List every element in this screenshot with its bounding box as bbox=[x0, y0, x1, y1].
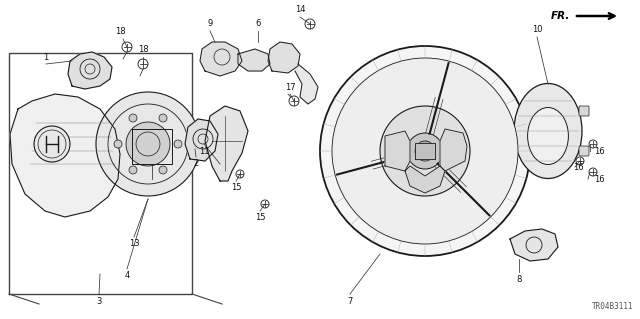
Polygon shape bbox=[10, 94, 120, 217]
Circle shape bbox=[576, 157, 584, 165]
Polygon shape bbox=[405, 166, 445, 193]
Text: 15: 15 bbox=[255, 213, 265, 222]
Circle shape bbox=[589, 140, 597, 148]
Polygon shape bbox=[238, 49, 270, 71]
Circle shape bbox=[320, 46, 530, 256]
Circle shape bbox=[589, 168, 597, 176]
Text: 14: 14 bbox=[295, 4, 305, 13]
Circle shape bbox=[159, 166, 167, 174]
Polygon shape bbox=[205, 106, 248, 181]
Text: FR.: FR. bbox=[550, 11, 570, 21]
Polygon shape bbox=[440, 129, 467, 171]
Text: 16: 16 bbox=[594, 174, 604, 183]
Ellipse shape bbox=[514, 84, 582, 179]
Text: 1: 1 bbox=[44, 53, 49, 62]
FancyBboxPatch shape bbox=[579, 146, 589, 156]
Circle shape bbox=[159, 114, 167, 122]
Text: 9: 9 bbox=[207, 19, 212, 27]
Text: 8: 8 bbox=[516, 275, 522, 284]
Circle shape bbox=[407, 133, 443, 169]
Text: 13: 13 bbox=[129, 240, 140, 249]
Polygon shape bbox=[268, 42, 300, 73]
Circle shape bbox=[122, 42, 132, 52]
Polygon shape bbox=[385, 131, 410, 171]
Text: 17: 17 bbox=[285, 83, 295, 92]
Circle shape bbox=[380, 106, 470, 196]
Text: 7: 7 bbox=[348, 298, 353, 307]
Polygon shape bbox=[510, 229, 558, 261]
Circle shape bbox=[129, 166, 137, 174]
Text: 18: 18 bbox=[138, 44, 148, 54]
FancyBboxPatch shape bbox=[579, 106, 589, 116]
Circle shape bbox=[332, 58, 518, 244]
Circle shape bbox=[96, 92, 200, 196]
Circle shape bbox=[289, 96, 299, 106]
Circle shape bbox=[305, 19, 315, 29]
Text: 11: 11 bbox=[199, 146, 209, 155]
Ellipse shape bbox=[527, 108, 568, 165]
Text: 4: 4 bbox=[124, 271, 130, 280]
Text: TR04B3111: TR04B3111 bbox=[591, 302, 633, 311]
Text: 15: 15 bbox=[231, 183, 241, 192]
Text: 6: 6 bbox=[255, 19, 260, 27]
Circle shape bbox=[415, 141, 435, 161]
Polygon shape bbox=[185, 119, 218, 161]
Circle shape bbox=[138, 59, 148, 69]
Text: 2: 2 bbox=[193, 159, 198, 167]
Text: 18: 18 bbox=[115, 27, 125, 36]
Polygon shape bbox=[68, 52, 112, 89]
Text: 3: 3 bbox=[96, 296, 102, 306]
Text: 16: 16 bbox=[594, 146, 604, 155]
Polygon shape bbox=[295, 64, 318, 104]
Circle shape bbox=[236, 170, 244, 178]
Circle shape bbox=[114, 140, 122, 148]
Text: 10: 10 bbox=[532, 25, 542, 33]
Circle shape bbox=[174, 140, 182, 148]
Circle shape bbox=[126, 122, 170, 166]
Polygon shape bbox=[200, 42, 242, 76]
Polygon shape bbox=[415, 143, 435, 159]
Circle shape bbox=[261, 200, 269, 208]
Text: 16: 16 bbox=[573, 162, 583, 172]
Circle shape bbox=[129, 114, 137, 122]
Circle shape bbox=[34, 126, 70, 162]
